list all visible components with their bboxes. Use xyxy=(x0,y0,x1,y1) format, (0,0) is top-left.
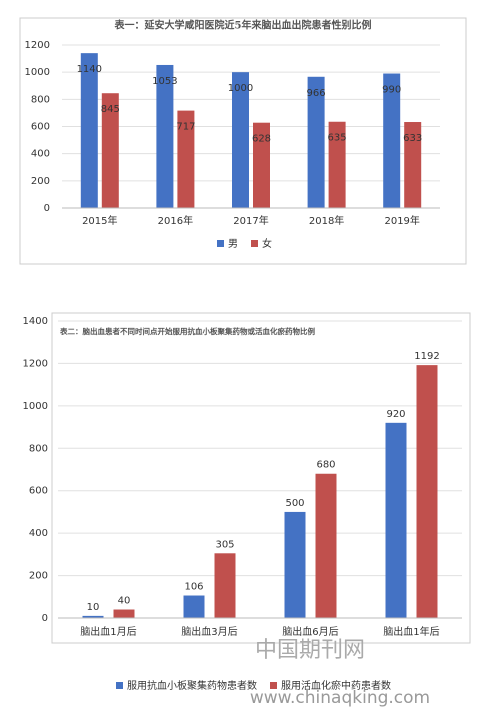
y-tick-label: 0 xyxy=(44,203,50,214)
bar xyxy=(253,122,270,208)
bar xyxy=(232,72,249,209)
y-tick-label: 0 xyxy=(42,613,48,624)
x-tick-label: 脑出血1年后 xyxy=(383,625,439,638)
data-label: 10 xyxy=(87,602,100,613)
data-label: 717 xyxy=(176,122,195,133)
legend-label: 服用活血化瘀中药患者数 xyxy=(281,679,391,692)
x-tick-label: 2019年 xyxy=(384,214,419,227)
legend-swatch xyxy=(217,240,224,247)
bar xyxy=(82,615,104,618)
bar xyxy=(284,511,306,618)
data-label: 966 xyxy=(307,88,326,99)
y-tick-label: 1000 xyxy=(25,67,50,78)
data-label: 920 xyxy=(386,409,405,420)
bar xyxy=(404,122,422,208)
y-tick-label: 800 xyxy=(29,443,48,454)
chart-frame xyxy=(51,312,471,644)
y-tick-label: 1000 xyxy=(23,401,48,412)
y-tick-label: 200 xyxy=(31,176,50,187)
y-tick-label: 400 xyxy=(29,528,48,539)
bar xyxy=(385,422,407,618)
bar xyxy=(177,110,195,208)
data-label: 635 xyxy=(328,133,347,144)
x-tick-label: 脑出血6月后 xyxy=(282,625,338,638)
data-label: 1053 xyxy=(152,76,177,87)
y-tick-label: 800 xyxy=(31,94,50,105)
data-label: 1140 xyxy=(77,64,102,75)
bar xyxy=(328,121,346,208)
legend-label: 服用抗血小板聚集药物患者数 xyxy=(127,679,257,692)
y-tick-label: 400 xyxy=(31,149,50,160)
y-tick-label: 1200 xyxy=(25,40,50,51)
bar xyxy=(307,76,325,208)
watermark: 中国期刊网 xyxy=(255,638,365,663)
legend-swatch xyxy=(116,682,123,689)
bar xyxy=(113,609,135,618)
data-label: 1000 xyxy=(228,83,253,94)
bar xyxy=(183,595,205,618)
data-label: 845 xyxy=(101,104,120,115)
data-label: 680 xyxy=(316,460,335,471)
y-tick-label: 600 xyxy=(29,486,48,497)
x-tick-label: 2017年 xyxy=(233,214,268,227)
data-label: 1192 xyxy=(414,351,439,362)
bar xyxy=(156,64,174,208)
y-tick-label: 1400 xyxy=(23,316,48,327)
y-tick-label: 200 xyxy=(29,571,48,582)
legend-swatch xyxy=(270,682,277,689)
bar xyxy=(80,53,98,209)
data-label: 106 xyxy=(184,582,203,593)
data-label: 628 xyxy=(252,134,271,145)
legend-swatch xyxy=(251,240,258,247)
chart-title: 表二：脑出血患者不同时间点开始服用抗血小板聚集药物或活血化瘀药物比例 xyxy=(60,326,315,336)
bar xyxy=(383,73,401,209)
legend-label: 男 xyxy=(228,238,238,250)
bar xyxy=(315,473,337,618)
x-tick-label: 2016年 xyxy=(158,214,193,227)
chart-title: 表一：延安大学咸阳医院近5年来脑出血出院患者性别比例 xyxy=(114,19,372,32)
y-tick-label: 1200 xyxy=(23,358,48,369)
y-tick-label: 600 xyxy=(31,122,50,133)
data-label: 500 xyxy=(285,498,304,509)
bar xyxy=(101,93,119,208)
x-tick-label: 脑出血3月后 xyxy=(181,625,237,638)
data-label: 305 xyxy=(215,539,234,550)
data-label: 40 xyxy=(118,596,131,607)
data-label: 633 xyxy=(403,133,422,144)
bar xyxy=(214,553,236,618)
x-tick-label: 脑出血1月后 xyxy=(80,625,136,638)
data-label: 990 xyxy=(382,85,401,96)
legend-label: 女 xyxy=(262,237,272,250)
bar xyxy=(416,365,438,618)
x-tick-label: 2015年 xyxy=(82,214,117,227)
watermark-url: www.chinaqking.com xyxy=(250,688,430,708)
x-tick-label: 2018年 xyxy=(309,214,344,227)
